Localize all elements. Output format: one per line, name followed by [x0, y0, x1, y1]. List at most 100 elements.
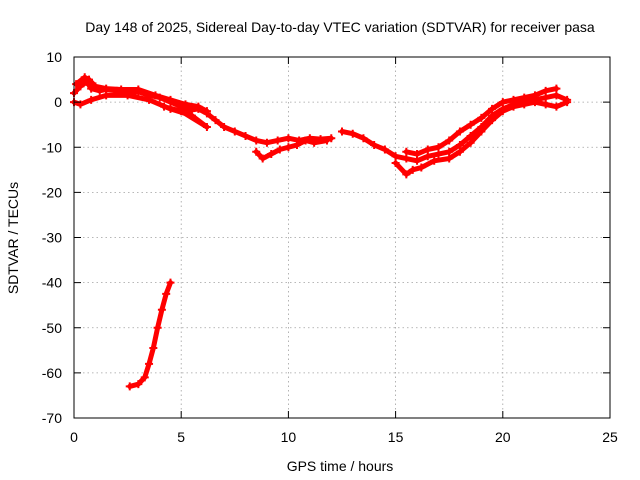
data-point [125, 382, 134, 391]
series-line-evening-track-lower [393, 99, 570, 177]
data-point [220, 122, 229, 131]
data-point [181, 100, 190, 109]
data-point [145, 95, 154, 104]
data-point [102, 84, 111, 93]
data-point [466, 138, 475, 147]
data-point [87, 95, 96, 104]
data-point [552, 91, 561, 100]
data-point [322, 136, 331, 145]
grid-lines [74, 57, 610, 418]
data-point [391, 159, 400, 168]
tick-labels: 0 5 10 15 20 25 10 0 -10 -20 -30 -40 -50 -60 -70 [42, 49, 618, 445]
data-point [252, 136, 261, 145]
data-point [541, 93, 550, 102]
data-point [72, 80, 81, 89]
data-point [166, 95, 175, 104]
data-point [563, 98, 572, 107]
y-tick-label: -20 [42, 184, 62, 200]
data-point [434, 150, 443, 159]
y-tick-label: -60 [42, 365, 62, 381]
data-point [370, 140, 379, 149]
data-point [211, 116, 220, 125]
data-point [455, 140, 464, 149]
data-point [402, 154, 411, 163]
data-point [160, 102, 169, 111]
data-point [380, 145, 389, 154]
y-tick-label: 0 [54, 94, 62, 110]
data-point [284, 134, 293, 143]
y-tick-label: -40 [42, 275, 62, 291]
data-point [202, 107, 211, 116]
data-point [252, 147, 261, 156]
data-point [498, 98, 507, 107]
data-point [541, 100, 550, 109]
data-point [153, 323, 162, 332]
data-point [134, 380, 143, 389]
data-point [80, 73, 89, 82]
data-point [162, 289, 171, 298]
data-point [241, 131, 250, 140]
data-point [262, 138, 271, 147]
x-tick-label: 25 [602, 429, 618, 445]
data-point [87, 84, 96, 93]
data-point [430, 156, 439, 165]
data-point [157, 305, 166, 314]
data-point [117, 85, 126, 94]
data-point [391, 152, 400, 161]
y-tick-label: -50 [42, 320, 62, 336]
data-point [552, 102, 561, 111]
x-tick-label: 20 [495, 429, 511, 445]
data-point [123, 91, 132, 100]
data-point [177, 107, 186, 116]
data-point [455, 147, 464, 156]
data-point [423, 152, 432, 161]
data-point [408, 165, 417, 174]
data-point [530, 98, 539, 107]
data-point [466, 131, 475, 140]
series-line-evening-track [339, 92, 570, 164]
data-point [202, 122, 211, 131]
data-point [327, 134, 336, 143]
data-point [166, 104, 175, 113]
x-axis-label: GPS time / hours [287, 458, 394, 474]
data-point [509, 102, 518, 111]
data-point [413, 156, 422, 165]
data-point [445, 154, 454, 163]
y-tick-label: -10 [42, 139, 62, 155]
data-point [509, 95, 518, 104]
data-point [402, 147, 411, 156]
data-point [267, 150, 276, 159]
data-point [488, 104, 497, 113]
data-point [520, 93, 529, 102]
data-point [284, 143, 293, 152]
x-tick-label: 5 [177, 429, 185, 445]
data-point [145, 359, 154, 368]
data-point [445, 147, 454, 156]
data-point [541, 86, 550, 95]
data-point [194, 102, 203, 111]
data-point [445, 136, 454, 145]
x-tick-label: 15 [388, 429, 404, 445]
data-point [423, 145, 432, 154]
data-point [488, 116, 497, 125]
data-point [530, 91, 539, 100]
data-point [477, 127, 486, 136]
data-point [310, 138, 319, 147]
data-point [292, 140, 301, 149]
axis-ticks [73, 56, 611, 419]
data-point [91, 82, 100, 91]
data-point [301, 136, 310, 145]
data-traces [70, 73, 572, 391]
x-tick-label: 0 [70, 429, 78, 445]
data-point [434, 143, 443, 152]
data-point [552, 84, 561, 93]
data-point [273, 136, 282, 145]
y-tick-label: -70 [42, 410, 62, 426]
data-point [230, 127, 239, 136]
data-point [338, 127, 346, 136]
data-point [402, 170, 411, 179]
data-point [102, 91, 111, 100]
y-axis-label: SDTVAR / TECUs [5, 182, 21, 294]
series-line-outlier-track [127, 280, 173, 389]
